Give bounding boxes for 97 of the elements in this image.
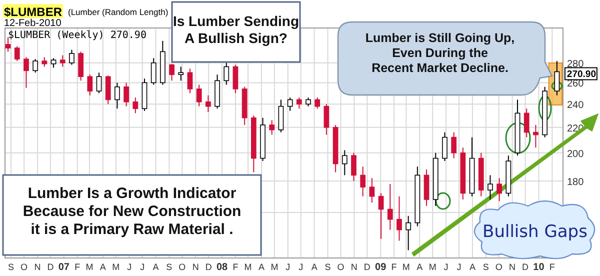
x-tick-label: A bbox=[311, 262, 318, 272]
x-tick-label: N bbox=[192, 262, 199, 272]
x-tick-label: M bbox=[112, 262, 120, 272]
x-tick-label: O bbox=[337, 262, 344, 272]
x-tick-label: 10 bbox=[533, 262, 545, 273]
candlestick bbox=[406, 215, 412, 251]
candlestick bbox=[14, 46, 20, 62]
candlestick bbox=[105, 75, 111, 105]
annotation: Lumber Is a Growth Indicator Because for New Construction it is a Primary Raw Material . bbox=[22, 185, 242, 238]
x-tick-label: 07 bbox=[58, 262, 70, 273]
x-tick-label: A bbox=[416, 262, 423, 272]
x-tick-label: D bbox=[522, 262, 530, 272]
candlestick bbox=[42, 56, 48, 68]
candlestick bbox=[496, 178, 502, 202]
x-tick-label: N bbox=[34, 262, 41, 272]
candlestick bbox=[360, 166, 366, 197]
x-tick-label: N bbox=[509, 262, 516, 272]
candlestick bbox=[488, 174, 493, 200]
x-tick-label: S bbox=[8, 262, 14, 272]
candlestick bbox=[387, 184, 393, 230]
x-tick-label: A bbox=[100, 262, 106, 272]
x-tick-label: S bbox=[482, 262, 489, 272]
annotation: Lumber is Still Going Up, Even During the Recent Market Decline. bbox=[365, 31, 515, 75]
x-tick-label: F bbox=[391, 262, 398, 272]
x-tick-label: M bbox=[428, 262, 436, 272]
x-tick-label: O bbox=[20, 262, 28, 272]
candlestick bbox=[269, 120, 275, 136]
candlestick bbox=[187, 68, 193, 94]
x-tick-label: D bbox=[47, 262, 54, 272]
annotation: $LUMBER (Weekly) 270.90 bbox=[8, 30, 146, 41]
x-tick-label: J bbox=[140, 262, 145, 272]
annotation: Is Lumber Sending A Bullish Sign? bbox=[172, 13, 300, 46]
candlestick bbox=[396, 196, 402, 242]
candlestick bbox=[178, 66, 184, 82]
x-tick-label: O bbox=[495, 262, 502, 272]
x-tick-label: A bbox=[469, 262, 476, 272]
candlestick bbox=[114, 82, 120, 110]
candlestick bbox=[351, 152, 356, 182]
y-tick-label: 200 bbox=[567, 148, 584, 160]
x-tick-label: J bbox=[127, 262, 132, 272]
candlestick bbox=[60, 54, 66, 68]
x-tick-label: J bbox=[444, 262, 448, 272]
chart-subtitle: (Lumber (Random Length) bbox=[68, 7, 168, 17]
x-tick-label: M bbox=[402, 262, 410, 272]
x-tick-label: F bbox=[74, 262, 81, 272]
candlestick bbox=[232, 64, 238, 94]
x-tick-label: N bbox=[350, 262, 358, 272]
x-tick-label: M bbox=[244, 262, 252, 272]
annotation: 270.90 bbox=[566, 69, 596, 80]
candlestick bbox=[87, 74, 93, 96]
x-tick-label: A bbox=[258, 262, 264, 272]
candlestick bbox=[78, 51, 84, 82]
chart-title: $LUMBER bbox=[4, 5, 62, 19]
x-tick-label: F bbox=[549, 262, 556, 272]
candlestick bbox=[24, 56, 29, 88]
x-tick-label: J bbox=[286, 262, 290, 272]
candlestick bbox=[96, 72, 102, 94]
x-tick-label: 08 bbox=[216, 262, 228, 273]
candlestick bbox=[150, 58, 156, 86]
candlestick bbox=[342, 150, 348, 176]
x-tick-label: S bbox=[324, 262, 331, 272]
x-tick-label: M bbox=[86, 262, 94, 272]
candlestick bbox=[196, 84, 202, 107]
candlestick bbox=[296, 97, 302, 110]
candlestick bbox=[314, 97, 320, 110]
x-tick-label: O bbox=[178, 262, 186, 272]
candlestick bbox=[287, 97, 293, 112]
x-tick-label: J bbox=[298, 262, 304, 272]
x-tick-label: M bbox=[270, 262, 278, 272]
candlestick bbox=[524, 108, 530, 138]
candlestick bbox=[32, 58, 38, 74]
x-tick-label: A bbox=[152, 262, 159, 272]
candlestick bbox=[5, 36, 11, 52]
x-tick-label: 09 bbox=[375, 262, 387, 273]
x-tick-label: D bbox=[364, 262, 371, 272]
candlestick bbox=[378, 192, 384, 240]
candlestick bbox=[533, 124, 538, 148]
annotation: 12-Feb-2010 bbox=[4, 18, 62, 29]
candlestick bbox=[124, 82, 129, 107]
candlestick bbox=[369, 178, 375, 204]
x-tick-label: J bbox=[456, 262, 462, 272]
candlestick bbox=[50, 58, 56, 68]
candlestick bbox=[442, 132, 448, 162]
candlestick bbox=[554, 60, 560, 96]
x-tick-label: F bbox=[232, 262, 239, 272]
candlestick bbox=[451, 132, 457, 159]
candlestick bbox=[132, 97, 138, 114]
candlestick bbox=[278, 99, 284, 133]
annotation: Bullish Gaps bbox=[482, 222, 588, 242]
candlestick bbox=[324, 104, 330, 136]
candlestick bbox=[69, 49, 74, 66]
y-tick-label: 240 bbox=[567, 100, 584, 112]
x-tick-label: S bbox=[166, 262, 172, 272]
candlestick bbox=[169, 63, 174, 82]
candlestick bbox=[206, 94, 211, 113]
y-tick-label: 180 bbox=[567, 177, 584, 188]
x-tick-label: D bbox=[205, 262, 212, 272]
